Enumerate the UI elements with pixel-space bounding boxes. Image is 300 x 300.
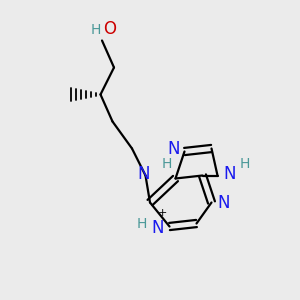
- Text: N: N: [138, 165, 150, 183]
- Text: H: H: [162, 157, 172, 170]
- Text: N: N: [224, 165, 236, 183]
- Text: H: H: [136, 217, 147, 230]
- Text: O: O: [103, 20, 116, 38]
- Text: +: +: [157, 208, 167, 218]
- Text: N: N: [217, 194, 230, 211]
- Text: N: N: [151, 219, 164, 237]
- Text: H: H: [240, 157, 250, 170]
- Text: N: N: [167, 140, 180, 158]
- Text: H: H: [90, 23, 101, 38]
